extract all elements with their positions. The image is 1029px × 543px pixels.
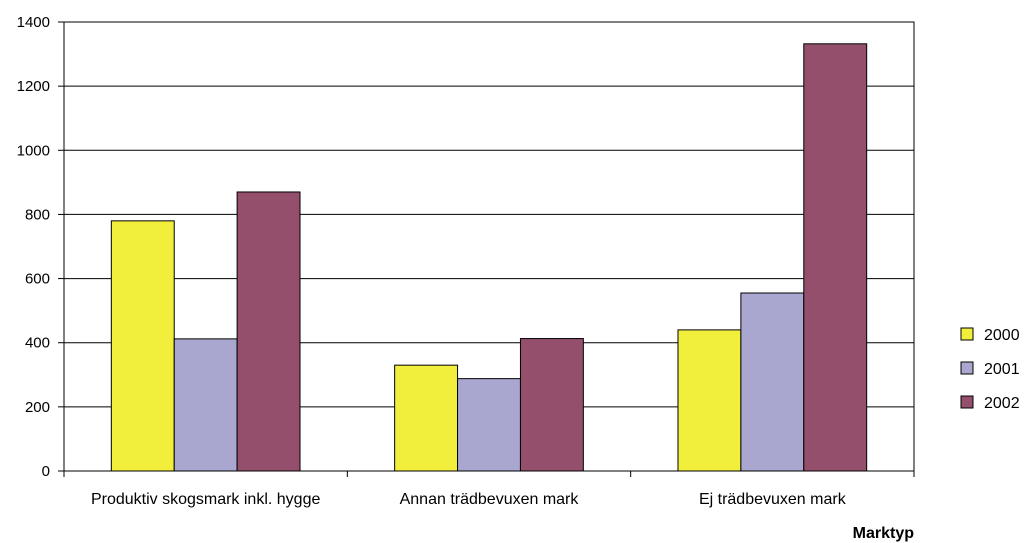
x-axis-label: Marktyp (853, 525, 915, 542)
y-tick-label: 400 (25, 335, 50, 352)
x-category-label: Annan trädbevuxen mark (400, 491, 580, 508)
y-tick-label: 1400 (17, 14, 50, 31)
legend-label-2002: 2002 (984, 395, 1020, 412)
bar-2000-2 (394, 364, 459, 472)
legend-label-2000: 2000 (984, 327, 1020, 344)
legend-swatch-2001 (960, 361, 974, 375)
bars (110, 43, 868, 472)
bar-2002-3 (803, 43, 868, 472)
bar-2001-2 (457, 378, 521, 472)
y-tick-label: 600 (25, 271, 50, 288)
x-category-label: Produktiv skogsmark inkl. hygge (91, 491, 321, 508)
y-tick-label: 200 (25, 399, 50, 416)
x-category-label: Ej trädbevuxen mark (699, 491, 847, 508)
legend-swatch-2002 (960, 395, 974, 409)
y-axis-ticks: 0 200 400 600 800 1000 1200 1400 (17, 14, 64, 480)
plot-area (63, 21, 915, 472)
y-tick-label: 800 (25, 206, 50, 223)
bar-2002-1 (236, 191, 301, 472)
y-tick-label: 0 (42, 463, 50, 480)
y-tick-label: 1200 (17, 78, 50, 95)
bar-2001-1 (173, 338, 238, 472)
y-tick-label: 1000 (17, 142, 50, 159)
x-axis-categories: Produktiv skogsmark inkl. hygge Annan trä… (63, 471, 915, 508)
legend-swatch-2000 (960, 327, 974, 341)
legend: 2000 2001 2002 (960, 327, 1020, 412)
bar-2000-1 (110, 220, 175, 472)
legend-label-2001: 2001 (984, 361, 1020, 378)
bar-2002-2 (519, 338, 584, 472)
bar-2001-3 (740, 292, 805, 472)
bar-2000-3 (677, 329, 742, 472)
